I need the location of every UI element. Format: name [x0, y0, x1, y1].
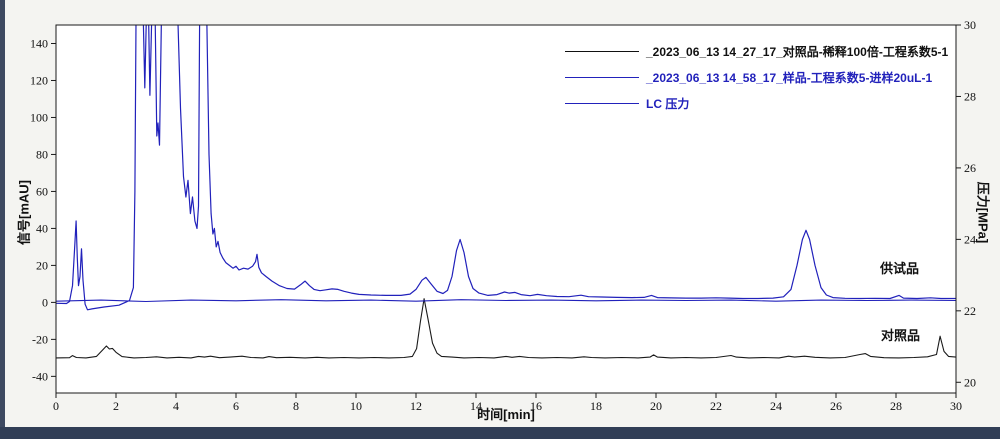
- left-tick-label: -20: [32, 332, 48, 346]
- left-tick-label: 120: [30, 73, 48, 87]
- left-tick-label: 0: [42, 295, 48, 309]
- series-line-2: [56, 299, 956, 303]
- window-bottom-bar: [0, 427, 1000, 439]
- x-tick-label: 20: [650, 399, 662, 413]
- plot-border: [55, 24, 957, 394]
- x-tick-label: 10: [350, 399, 362, 413]
- right-tick-label: 26: [964, 161, 976, 175]
- series-line-0: [56, 25, 956, 311]
- chromatogram-curves: [56, 25, 956, 359]
- x-tick-label: 24: [770, 399, 782, 413]
- legend-item-reference: _2023_06_13 14_27_17_对照品-稀释100倍-工程系数5-1: [565, 38, 948, 64]
- annotation-test-sample: 供试品: [880, 261, 920, 276]
- legend-item-lc-pressure: LC 压力: [565, 90, 948, 116]
- x-axis-label-time: 时间[min]: [477, 407, 535, 422]
- left-tick-label: 100: [30, 110, 48, 124]
- y-axis-label-pressure: 压力[MPa]: [975, 181, 991, 244]
- x-tick-label: 12: [410, 399, 422, 413]
- x-tick-label: 2: [113, 399, 119, 413]
- x-tick-label: 26: [830, 399, 842, 413]
- y-axis-label-signal: 信号[mAU]: [16, 180, 32, 245]
- left-tick-label: 60: [36, 184, 48, 198]
- left-tick-label: 80: [36, 147, 48, 161]
- left-tick-label: -40: [32, 369, 48, 383]
- right-tick-label: 30: [964, 18, 976, 32]
- left-tick-label: 140: [30, 36, 48, 50]
- left-tick-label: 20: [36, 258, 48, 272]
- legend: _2023_06_13 14_27_17_对照品-稀释100倍-工程系数5-1 …: [565, 38, 948, 116]
- left-tick-label: 40: [36, 221, 48, 235]
- legend-line-reference: [565, 50, 639, 52]
- x-tick-label: 22: [710, 399, 722, 413]
- x-tick-label: 8: [293, 399, 299, 413]
- annotation-reference: 对照品: [881, 328, 921, 343]
- x-tick-label: 30: [950, 399, 962, 413]
- x-tick-label: 14: [470, 399, 482, 413]
- x-tick-label: 18: [590, 399, 602, 413]
- right-tick-label: 20: [964, 375, 976, 389]
- x-tick-label: 4: [173, 399, 179, 413]
- axis-ticks: 0 2 4 6 8 10 12 14 16 18 20 22 24 26 28 30-40-200204060…: [30, 18, 976, 413]
- plot-background: [56, 25, 956, 393]
- x-tick-label: 28: [890, 399, 902, 413]
- x-tick-label: 16: [530, 399, 542, 413]
- right-tick-label: 28: [964, 89, 976, 103]
- x-tick-label: 0: [53, 399, 59, 413]
- legend-line-sample: [565, 76, 639, 78]
- legend-label-lc-pressure: LC 压力: [646, 96, 690, 111]
- x-tick-label: 6: [233, 399, 239, 413]
- legend-item-sample: _2023_06_13 14_58_17_样品-工程系数5-进样20uL-1: [565, 64, 948, 90]
- legend-label-reference: _2023_06_13 14_27_17_对照品-稀释100倍-工程系数5-1: [646, 44, 949, 59]
- right-tick-label: 24: [964, 232, 976, 246]
- window-left-edge: [0, 0, 5, 439]
- legend-label-sample: _2023_06_13 14_58_17_样品-工程系数5-进样20uL-1: [646, 70, 933, 85]
- legend-line-lc-pressure: [565, 102, 639, 104]
- series-line-1: [56, 298, 956, 359]
- right-tick-label: 22: [964, 304, 976, 318]
